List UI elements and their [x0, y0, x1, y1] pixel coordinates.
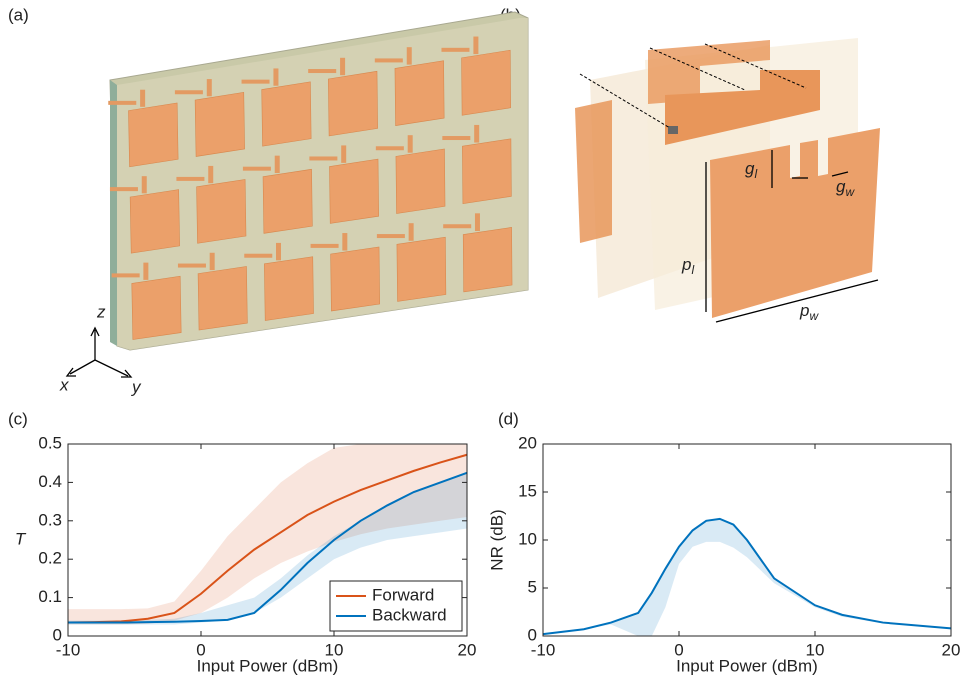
feed-line [311, 244, 339, 248]
x-axis-label: Input Power (dBm) [197, 656, 339, 675]
symbol: p [681, 255, 691, 274]
feed-line [244, 254, 272, 258]
y-tick-label: 10 [518, 529, 537, 548]
feed-line [442, 136, 470, 140]
patch [197, 179, 246, 243]
y-tick-label: 0.4 [38, 472, 62, 491]
board-edge [110, 80, 117, 346]
patch [263, 169, 312, 233]
y-axis-label: T [15, 529, 27, 548]
x-axis-label: Input Power (dBm) [676, 656, 818, 675]
feed-line [208, 166, 213, 183]
feed-line [407, 47, 412, 64]
axis-letter: z [96, 302, 106, 321]
feed-line [143, 263, 148, 280]
feed-line [377, 234, 405, 238]
patch [328, 71, 377, 136]
patch [396, 149, 445, 214]
axis-letter: x [59, 375, 69, 394]
feed-line [140, 90, 145, 107]
patch [198, 266, 247, 330]
feed-line [273, 68, 278, 85]
feed-line [276, 243, 281, 260]
panel-label: (c) [8, 409, 28, 428]
feed-line [375, 58, 403, 62]
legend-label: Backward [372, 605, 447, 624]
figure: (a) (b) (c) (d) x y z [0, 0, 967, 685]
symbol: p [799, 301, 809, 320]
feed-line [242, 80, 270, 84]
feed-line [207, 79, 212, 96]
y-tick-label: 0.2 [38, 549, 62, 568]
patch [463, 227, 512, 292]
feed-line [441, 48, 469, 52]
feed-line [108, 101, 136, 105]
feed-line [408, 135, 413, 153]
subscript: w [845, 185, 855, 199]
feed-line [110, 187, 138, 191]
feed-line [376, 146, 404, 150]
patch [128, 103, 178, 167]
antenna-array [108, 12, 528, 350]
feed-line [309, 156, 337, 160]
axis-arrow [70, 360, 95, 374]
patch [262, 82, 311, 146]
patch [130, 190, 179, 254]
feed-line [475, 213, 480, 231]
panel-label: (d) [498, 409, 519, 428]
feed-line [112, 273, 140, 277]
legend-label: Forward [372, 585, 434, 604]
unit-cell [575, 38, 880, 322]
feed-line [341, 145, 346, 162]
y-tick-label: 15 [518, 481, 537, 500]
axis-arrow [95, 360, 128, 376]
patch [397, 237, 446, 301]
patch [575, 100, 612, 243]
patch [331, 247, 380, 311]
patch [462, 139, 511, 204]
feed-line [142, 176, 147, 193]
y-tick-label: 0 [53, 625, 62, 644]
feed-line [474, 125, 479, 143]
y-axis-label: NR (dB) [487, 509, 506, 570]
panel-label: (a) [8, 5, 29, 24]
feed-line [409, 223, 414, 241]
confidence-band [543, 519, 951, 636]
dimension-label: pw [799, 301, 819, 323]
y-tick-label: 0.3 [38, 510, 62, 529]
x-tick-label: 20 [942, 640, 961, 659]
feed-line [342, 233, 347, 251]
patch [132, 276, 181, 339]
subscript: l [691, 263, 694, 277]
patch [195, 92, 245, 156]
feed-line [243, 167, 271, 171]
y-tick-label: 20 [518, 433, 537, 452]
subscript: w [809, 309, 819, 323]
port [668, 126, 678, 134]
feed-line [340, 58, 345, 75]
feed-line [275, 156, 280, 173]
patch [329, 159, 378, 223]
axis-letter: y [131, 377, 142, 396]
feed-line [175, 90, 203, 94]
patch [462, 50, 511, 115]
y-tick-label: 5 [528, 577, 537, 596]
subscript: l [754, 167, 757, 181]
patch [395, 61, 444, 126]
data-line [543, 519, 951, 634]
feed-line [473, 37, 478, 55]
x-tick-label: 20 [458, 640, 477, 659]
feed-line [176, 177, 204, 181]
feed-line [443, 224, 471, 228]
feed-line [210, 253, 215, 270]
feed-line [308, 69, 336, 73]
y-tick-label: 0.1 [38, 587, 62, 606]
feed-line [178, 264, 206, 268]
y-tick-label: 0.5 [38, 433, 62, 452]
y-tick-label: 0 [528, 625, 537, 644]
patch [264, 257, 313, 321]
